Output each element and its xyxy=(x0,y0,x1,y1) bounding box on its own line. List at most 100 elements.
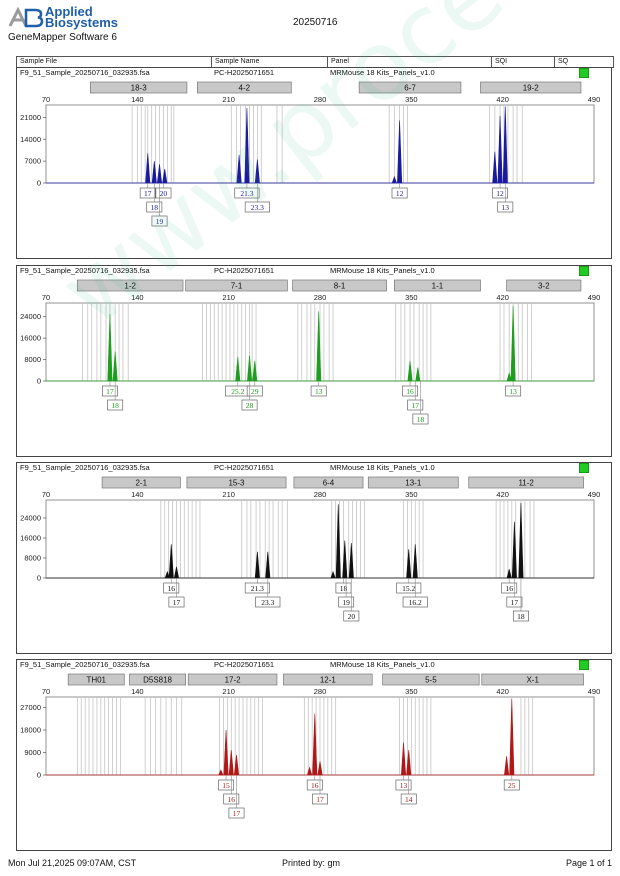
allele-label: 13 xyxy=(502,203,510,212)
x-tick-label: 210 xyxy=(222,95,235,104)
allele-label: 19 xyxy=(342,598,350,607)
x-tick-label: 280 xyxy=(314,490,327,499)
peak xyxy=(156,164,163,184)
software-name: GeneMapper Software 6 xyxy=(8,32,117,43)
allele-label-box xyxy=(395,779,412,791)
quality-indicator-icon xyxy=(579,266,589,276)
allele-label: 16 xyxy=(406,387,414,396)
allele-label: 16 xyxy=(311,781,319,790)
allele-label-box xyxy=(402,596,428,608)
allele-label-box xyxy=(244,582,270,594)
allele-label: 28 xyxy=(246,401,254,410)
panel-info-row: F9_51_Sample_20250716_032935.fsa PC-H2025… xyxy=(17,463,611,473)
marker-label: 17-2 xyxy=(225,676,242,685)
x-tick-label: 350 xyxy=(405,95,418,104)
y-tick-label: 7000 xyxy=(24,157,41,166)
footer-printed-by: Printed by: gm xyxy=(282,858,341,868)
marker-label: 3-2 xyxy=(538,282,550,291)
marker-bar xyxy=(197,81,292,94)
column-sq: SQ xyxy=(558,58,569,65)
logo-mark xyxy=(8,6,44,28)
allele-label: 16 xyxy=(228,795,236,804)
allele-label: 13 xyxy=(400,781,408,790)
marker-bar xyxy=(293,476,364,489)
allele-label-box xyxy=(218,779,235,791)
allele-label: 17 xyxy=(316,795,324,804)
allele-label-box xyxy=(506,596,523,608)
document-date: 20250716 xyxy=(293,17,338,28)
x-tick-label: 280 xyxy=(314,95,327,104)
allele-label-box xyxy=(101,385,118,397)
panel-name: MRMouse 18 Kits_Panels_v1.0 xyxy=(330,266,435,275)
marker-label: 6-4 xyxy=(323,479,335,488)
y-tick-label: 21000 xyxy=(20,113,41,122)
allele-label-box xyxy=(343,610,360,622)
allele-label: 21.3 xyxy=(240,189,253,198)
panel-info-row: F9_51_Sample_20250716_032935.fsa PC-H2025… xyxy=(17,68,611,78)
x-tick-label: 70 xyxy=(42,490,50,499)
y-tick-label: 0 xyxy=(37,179,41,188)
allele-label-box xyxy=(338,596,355,608)
logo-text-biosystems: Biosystems xyxy=(45,15,118,30)
allele-label-box xyxy=(241,399,258,411)
allele-label-box xyxy=(501,582,518,594)
marker-label: 11-2 xyxy=(518,479,534,488)
x-tick-label: 350 xyxy=(405,687,418,696)
allele-label-box xyxy=(407,399,424,411)
sample-name: PC-H2025071651 xyxy=(214,660,275,669)
allele-label: 12 xyxy=(496,189,504,198)
peak xyxy=(107,314,113,382)
allele-label-box xyxy=(246,385,263,397)
allele-label-box xyxy=(228,807,245,819)
marker-bar xyxy=(185,279,288,292)
allele-label: 25.2 xyxy=(231,387,244,396)
marker-label: 2-1 xyxy=(135,479,147,488)
peak xyxy=(412,544,418,579)
x-tick-label: 210 xyxy=(222,490,235,499)
allele-label-box xyxy=(400,793,417,805)
allele-label-box xyxy=(312,793,328,805)
logo-text-applied: Applied xyxy=(45,4,93,19)
allele-label-box xyxy=(155,187,172,199)
y-tick-label: 14000 xyxy=(20,135,41,144)
peak xyxy=(330,570,336,579)
allele-label: 18 xyxy=(417,415,425,424)
allele-label: 16 xyxy=(168,584,176,593)
allele-label-box xyxy=(244,201,270,213)
electropherogram-panel: F9_51_Sample_20250716_032935.fsa PC-H2025… xyxy=(16,67,612,259)
allele-label-box xyxy=(139,187,156,199)
x-tick-label: 140 xyxy=(131,95,144,104)
marker-bar xyxy=(394,279,481,292)
peak xyxy=(247,355,253,382)
x-tick-label: 280 xyxy=(314,293,327,302)
allele-label-box xyxy=(396,582,422,594)
allele-label: 17 xyxy=(411,401,419,410)
sample-name: PC-H2025071651 xyxy=(214,68,275,77)
x-tick-label: 70 xyxy=(42,687,50,696)
peak xyxy=(164,570,170,579)
x-tick-label: 420 xyxy=(496,687,509,696)
allele-label: 17 xyxy=(106,387,114,396)
x-tick-label: 140 xyxy=(131,687,144,696)
marker-bar xyxy=(506,279,582,292)
peak xyxy=(228,749,234,776)
electropherogram-chart: 1-2 7-1 8-1 1-1 3-2 70 140 210 280 350 420 490 0 8000… xyxy=(20,279,600,425)
peak xyxy=(506,371,512,382)
allele-label: 17 xyxy=(511,598,519,607)
peak xyxy=(497,115,503,184)
x-tick-label: 210 xyxy=(222,687,235,696)
y-tick-label: 9000 xyxy=(24,748,41,757)
allele-label-box xyxy=(255,596,281,608)
allele-label: 20 xyxy=(348,612,356,621)
allele-label: 18 xyxy=(340,584,348,593)
marker-label: X-1 xyxy=(526,676,539,685)
marker-label: 5-5 xyxy=(425,676,437,685)
marker-bar xyxy=(481,673,584,686)
marker-bar xyxy=(283,673,373,686)
allele-label: 14 xyxy=(405,795,413,804)
allele-label: 17 xyxy=(144,189,152,198)
allele-label: 16 xyxy=(505,584,513,593)
allele-label-box xyxy=(107,399,124,411)
peak xyxy=(112,351,118,382)
allele-label: 21.3 xyxy=(251,584,264,593)
